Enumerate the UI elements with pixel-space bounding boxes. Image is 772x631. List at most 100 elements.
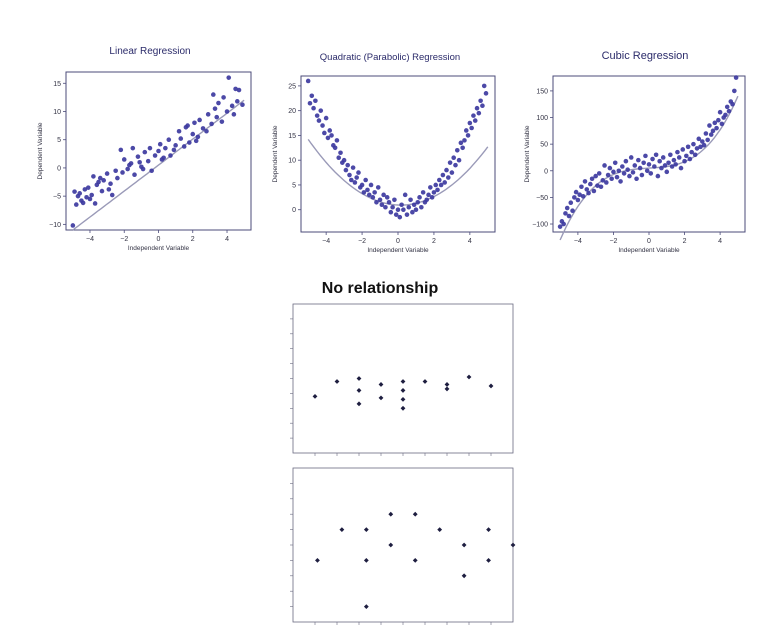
data-point: [621, 171, 627, 176]
data-point: [650, 156, 655, 162]
data-point: [676, 155, 682, 160]
data-point: [726, 108, 732, 114]
data-point: [402, 192, 408, 198]
data-point: [691, 141, 696, 147]
data-point: [356, 388, 362, 393]
data-point: [96, 179, 101, 185]
data-point: [557, 224, 563, 229]
data-point: [392, 197, 397, 203]
data-point: [120, 170, 125, 175]
data-point: [197, 117, 202, 123]
data-point: [675, 149, 680, 155]
data-point: [598, 184, 604, 190]
data-point: [678, 165, 684, 171]
data-point: [178, 136, 184, 141]
data-point: [176, 128, 182, 134]
data-point: [80, 200, 86, 206]
y-tick-label: 150: [536, 88, 548, 95]
data-point: [456, 157, 462, 163]
data-point: [460, 145, 465, 151]
data-point: [406, 204, 412, 210]
data-point: [108, 181, 113, 187]
x-tick-label: −4: [322, 238, 330, 245]
data-point: [166, 137, 172, 143]
data-point: [445, 175, 451, 180]
data-point: [632, 163, 638, 168]
data-point: [653, 152, 659, 158]
data-point: [205, 112, 211, 117]
data-point: [388, 542, 394, 548]
data-point: [671, 157, 677, 163]
quadratic-regression-title: Quadratic (Parabolic) Regression: [319, 52, 461, 63]
data-point: [212, 106, 218, 111]
data-point: [145, 158, 151, 164]
y-tick-label: 10: [288, 158, 296, 165]
data-point: [216, 100, 221, 106]
data-point: [135, 154, 141, 159]
data-point: [453, 162, 458, 168]
plot-frame: [292, 303, 514, 454]
x-tick-label: −2: [358, 238, 366, 245]
data-point: [433, 182, 439, 188]
data-point: [614, 174, 620, 180]
data-point: [449, 170, 455, 175]
data-point: [586, 190, 591, 196]
y-tick-label: 15: [288, 133, 296, 140]
data-point: [442, 180, 448, 185]
no-relationship-bottom-chart: [285, 464, 516, 626]
data-point: [618, 179, 623, 184]
x-tick-label: 4: [468, 238, 472, 245]
data-point: [92, 201, 98, 206]
fit-curve: [559, 95, 739, 241]
data-point: [595, 183, 600, 188]
data-point: [374, 199, 379, 205]
data-point: [465, 133, 471, 138]
y-tick-label: −100: [532, 222, 548, 229]
data-point: [568, 200, 574, 206]
data-point: [370, 195, 376, 200]
data-point: [226, 75, 232, 80]
data-point: [211, 92, 216, 97]
data-point: [577, 192, 582, 198]
data-point: [404, 212, 410, 217]
data-point: [420, 190, 426, 195]
data-point: [573, 189, 579, 195]
linear-regression-title: Linear Regression: [109, 46, 191, 57]
no-relationship-heading: No relationship: [321, 280, 439, 297]
data-point: [668, 152, 673, 158]
data-point: [327, 128, 333, 133]
x-axis-label: Independent Variable: [367, 247, 429, 254]
data-point: [361, 190, 367, 195]
data-point: [664, 169, 670, 175]
data-point: [461, 573, 467, 579]
data-point: [444, 382, 450, 387]
data-point: [570, 208, 575, 214]
data-point: [313, 98, 318, 104]
data-point: [469, 125, 474, 131]
x-tick-label: 2: [432, 238, 436, 245]
data-point: [604, 180, 609, 185]
data-point: [655, 173, 661, 179]
data-point: [366, 192, 372, 198]
data-point: [724, 104, 730, 110]
x-tick-label: 0: [647, 238, 651, 245]
data-point: [393, 212, 399, 217]
data-point: [82, 187, 88, 192]
data-point: [689, 149, 694, 155]
data-point: [641, 160, 646, 166]
data-point: [363, 527, 369, 532]
data-point: [400, 405, 406, 411]
quadratic-regression-plot: −4 −2 0 2 4 0 5 10 15 20 25 Independent Variable Dep…: [272, 75, 496, 254]
data-point: [625, 167, 630, 173]
data-point: [190, 131, 196, 137]
data-point: [437, 527, 443, 532]
data-point: [209, 121, 214, 127]
y-tick-label: 15: [53, 81, 61, 88]
data-point: [156, 148, 161, 154]
data-point: [325, 135, 331, 141]
data-point: [383, 204, 388, 210]
data-point: [121, 157, 127, 162]
data-point: [732, 88, 737, 94]
data-point: [596, 171, 602, 176]
y-tick-label: −10: [49, 222, 61, 229]
